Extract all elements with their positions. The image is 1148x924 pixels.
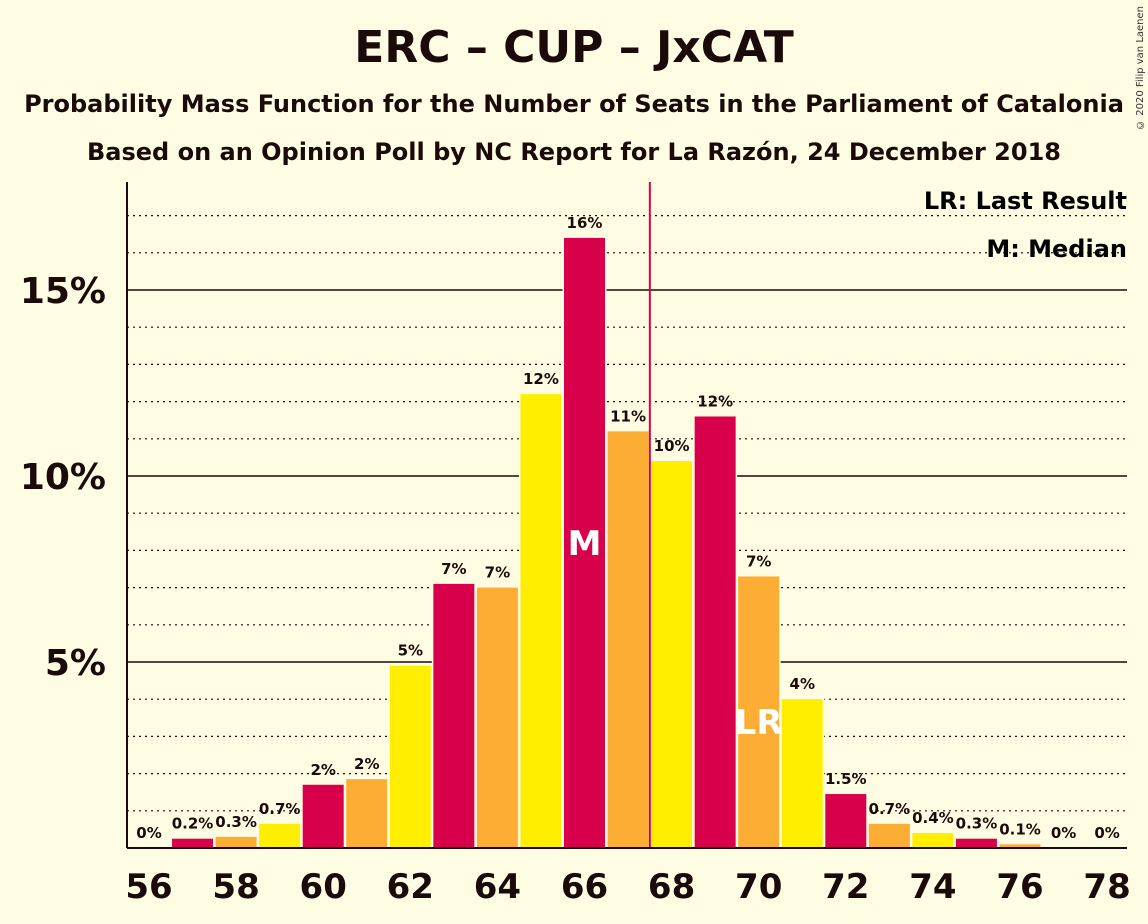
bar-seat-76 xyxy=(999,844,1041,848)
last-result-marker: LR xyxy=(735,703,783,743)
chart-subtitle: Probability Mass Function for the Number… xyxy=(24,90,1124,118)
data-label: 0% xyxy=(136,824,161,842)
bar-seat-60 xyxy=(302,784,344,848)
legend-last-result: LR: Last Result xyxy=(924,187,1127,215)
data-label: 7% xyxy=(441,560,466,578)
data-label: 1.5% xyxy=(825,770,867,788)
data-label: 0% xyxy=(1051,824,1076,842)
bar-seat-61 xyxy=(346,779,388,848)
data-label: 7% xyxy=(485,564,510,582)
bar-seat-64 xyxy=(476,587,518,848)
bar-seat-62 xyxy=(389,665,431,848)
x-tick-label: 74 xyxy=(909,867,956,907)
x-tick-label: 68 xyxy=(648,867,695,907)
bar-seat-74 xyxy=(912,833,954,848)
chart-source: Based on an Opinion Poll by NC Report fo… xyxy=(87,138,1061,166)
bar-seat-72 xyxy=(825,794,867,848)
bar-seat-68 xyxy=(651,461,693,848)
data-label: 0.7% xyxy=(259,800,301,818)
y-tick-label: 15% xyxy=(20,271,106,312)
x-tick-label: 78 xyxy=(1083,867,1130,907)
chart-title: ERC – CUP – JxCAT xyxy=(354,22,794,73)
data-label: 10% xyxy=(654,437,690,455)
data-label: 7% xyxy=(746,552,771,570)
x-tick-label: 70 xyxy=(735,867,782,907)
bar-seat-58 xyxy=(215,836,257,848)
data-label: 11% xyxy=(610,407,646,425)
data-label: 16% xyxy=(567,214,603,232)
x-tick-label: 60 xyxy=(300,867,347,907)
data-label: 4% xyxy=(790,675,815,693)
data-label: 0.2% xyxy=(172,815,214,833)
x-tick-label: 76 xyxy=(996,867,1043,907)
y-tick-label: 10% xyxy=(20,457,106,498)
median-marker: M xyxy=(568,524,602,564)
x-tick-label: 62 xyxy=(387,867,434,907)
data-label: 2% xyxy=(310,761,335,779)
bar-seat-63 xyxy=(433,583,475,848)
data-labels: 0%0.2% 0.3%0.7%2% 2%5%7% 7%12%16%M11%10%12%… xyxy=(136,214,1120,842)
bar-seat-59 xyxy=(259,823,301,848)
bar-seat-70 xyxy=(738,576,780,848)
bar-seat-66 xyxy=(564,237,605,849)
axes: 5% 10% 15% 56 58 60 62 64 66 68 70 72 74 76 78 xyxy=(20,182,1131,907)
bar-seat-65 xyxy=(520,394,562,848)
x-tick-label: 56 xyxy=(125,867,172,907)
data-label: 12% xyxy=(523,370,559,388)
bar-seat-73 xyxy=(868,823,910,848)
data-label: 0.1% xyxy=(999,820,1041,838)
legend-median: M: Median xyxy=(986,235,1127,263)
bar-seat-69 xyxy=(694,416,736,848)
data-label: 5% xyxy=(398,642,423,660)
bars xyxy=(170,236,1042,849)
x-tick-label: 66 xyxy=(561,867,608,907)
data-label: 0.4% xyxy=(912,809,954,827)
x-tick-label: 64 xyxy=(474,867,521,907)
data-label: 0.3% xyxy=(956,815,998,833)
bar-seat-57 xyxy=(172,838,214,848)
data-label: 0.7% xyxy=(869,800,911,818)
x-tick-label: 58 xyxy=(212,867,259,907)
data-label: 0.3% xyxy=(215,813,257,831)
bar-seat-75 xyxy=(955,838,997,848)
bar-seat-67 xyxy=(607,431,649,848)
data-label: 12% xyxy=(697,392,733,410)
bar-seat-71 xyxy=(781,699,823,848)
data-label: 2% xyxy=(354,755,379,773)
data-label: 0% xyxy=(1094,824,1119,842)
x-tick-label: 72 xyxy=(822,867,869,907)
y-tick-label: 5% xyxy=(45,643,106,684)
